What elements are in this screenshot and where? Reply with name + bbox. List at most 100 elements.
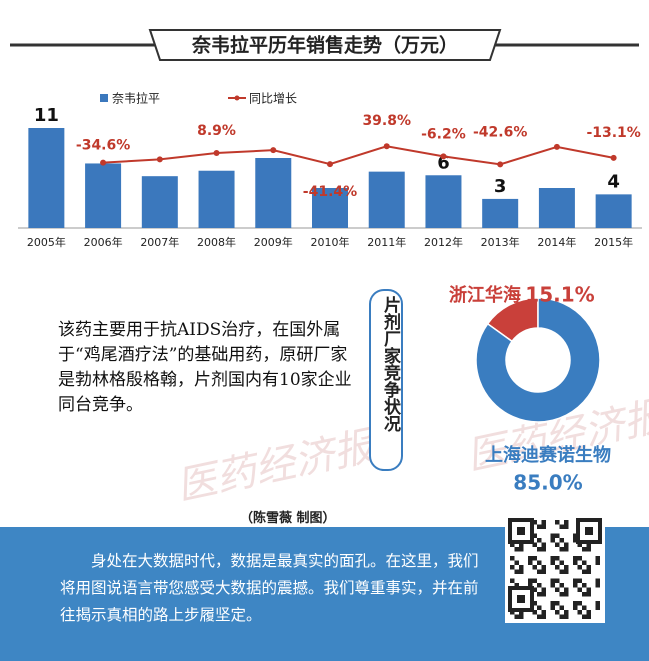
qr-cell [514,614,519,619]
qr-cell [573,533,578,538]
qr-cell [519,614,524,619]
qr-cell [595,560,600,565]
qr-cell [573,556,578,561]
x-tick-label: 2006年 [84,235,123,249]
qr-cell [586,592,591,597]
qr-cell [559,605,564,610]
qr-cell [577,587,582,592]
qr-cell [555,542,560,547]
legend-label: 奈韦拉平 [112,91,160,106]
qr-cell [537,547,542,552]
growth-point [156,156,163,163]
qr-cell [519,542,524,547]
pie-title: 片剂厂家竞争状况 [380,296,400,432]
qr-cell [586,542,591,547]
bar [141,176,178,228]
qr-cell [532,578,537,583]
qr-cell [510,556,515,561]
growth-label: -6.2% [421,126,466,142]
qr-cell [541,569,546,574]
qr-cell [532,533,537,538]
x-tick-label: 2011年 [367,235,406,249]
qr-cell [541,542,546,547]
qr-cell [541,592,546,597]
qr-cell [532,610,537,615]
qr-finder [517,527,525,535]
qr-cell [577,601,582,606]
qr-finder [517,595,525,603]
qr-cell [586,565,591,570]
bar [538,188,575,228]
qr-cell [519,565,524,570]
qr-cell [555,587,560,592]
qr-cell [541,565,546,570]
qr-cell [550,538,555,543]
qr-cell [537,569,542,574]
qr-cell [532,542,537,547]
bar [198,170,235,228]
qr-cell [550,560,555,565]
growth-label: -13.1% [586,125,640,141]
bar [255,158,292,228]
qr-cell [577,610,582,615]
pie-value-label: 15.1% [525,283,594,307]
growth-label: 39.8% [362,113,411,129]
qr-cell [582,614,587,619]
growth-point [553,143,560,150]
qr-cell [586,587,591,592]
qr-cell [564,587,569,592]
qr-cell [514,547,519,552]
qr-cell [550,556,555,561]
qr-cell [559,524,564,529]
qr-cell [559,569,564,574]
qr-cell [532,520,537,525]
qr-cell [555,533,560,538]
qr-cell [564,614,569,619]
qr-cell [573,601,578,606]
qr-cell [528,578,533,583]
bar [368,171,405,228]
qr-cell [595,578,600,583]
vertical-label-box [369,289,403,471]
qr-cell [514,569,519,574]
qr-cell [537,560,542,565]
qr-cell [550,601,555,606]
qr-cell [577,565,582,570]
qr-cell [537,583,542,588]
pie-label: 上海迪赛诺生物 [485,444,611,466]
qr-cell [573,578,578,583]
x-tick-label: 2015年 [594,235,633,249]
legend-label: 同比增长 [249,92,297,106]
qr-cell [532,587,537,592]
bar-value-label: 3 [494,176,507,197]
qr-cell [595,556,600,561]
qr-cell [550,533,555,538]
qr-cell [514,583,519,588]
qr-cell [555,520,560,525]
qr-cell [541,524,546,529]
x-tick-label: 2005年 [27,235,66,249]
qr-cell [582,560,587,565]
x-tick-label: 2007年 [140,235,179,249]
qr-cell [555,610,560,615]
qr-cell [555,578,560,583]
qr-cell [532,565,537,570]
qr-cell [564,565,569,570]
qr-cell [586,569,591,574]
growth-label: 8.9% [197,123,236,139]
qr-cell [595,605,600,610]
growth-point [327,161,333,168]
qr-cell [555,601,560,606]
qr-cell [528,560,533,565]
chart-title: 奈韦拉平历年销售走势（万元） [191,34,458,57]
growth-point [440,153,447,160]
donut-slice [475,297,601,423]
bar [28,128,65,228]
legend-dot [234,95,240,101]
qr-cell [577,578,582,583]
qr-cell [573,538,578,543]
bar [85,163,122,228]
qr-cell [564,610,569,615]
